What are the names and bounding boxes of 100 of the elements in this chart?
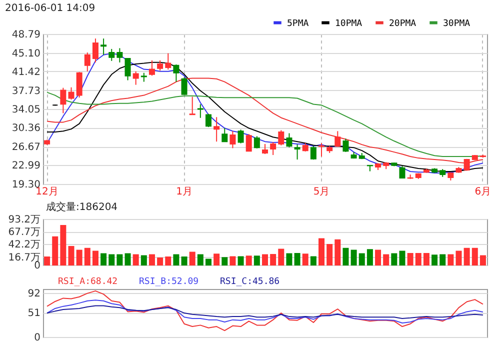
bar (286, 253, 292, 266)
candlestick (214, 116, 220, 142)
candlestick (238, 129, 244, 144)
candlestick (92, 38, 98, 63)
y-tick-label: 42.2万 (8, 240, 40, 251)
bar (181, 256, 188, 266)
bar (262, 254, 268, 266)
bar (472, 248, 478, 266)
legend-label: 5PMA (287, 18, 310, 29)
candlestick (230, 130, 236, 149)
candlestick (205, 113, 212, 128)
candlestick (68, 86, 74, 100)
bar (197, 254, 204, 266)
bar (108, 254, 115, 266)
bar (302, 254, 308, 266)
bar (270, 254, 276, 266)
bar (375, 250, 382, 266)
legend-label: 20PMA (389, 18, 417, 29)
candlestick (84, 52, 90, 72)
bar (464, 248, 470, 266)
bar (124, 253, 131, 266)
x-tick-label: 5月 (313, 186, 330, 198)
bar (415, 252, 422, 266)
bar (238, 256, 244, 266)
line-series (46, 78, 484, 164)
bar (448, 254, 454, 266)
candlestick (286, 132, 292, 148)
bar (52, 236, 58, 266)
candlestick (100, 38, 107, 56)
bar (214, 254, 220, 266)
bar (456, 250, 462, 266)
y-tick-label: 93.2万 (8, 214, 40, 226)
bar (132, 254, 139, 266)
line-series (46, 305, 484, 319)
legend-label: 10PMA (335, 18, 363, 29)
text: RSI_B:52.09 (139, 276, 199, 287)
bar (140, 255, 147, 266)
legend-label: 30PMA (443, 18, 471, 29)
bar (92, 250, 98, 266)
bar (366, 249, 373, 266)
bar (358, 253, 365, 266)
bar (294, 253, 300, 266)
chart-title: 2016-06-01 14:09 (5, 3, 96, 14)
bar (44, 256, 50, 266)
y-tick-label: 37.73 (12, 86, 40, 97)
candlestick (197, 104, 204, 118)
y-tick-label: 41.42 (12, 66, 40, 78)
candlestick (60, 87, 66, 114)
candlestick (270, 142, 276, 156)
bar (480, 255, 486, 266)
bar (423, 252, 430, 266)
x-tick-label: 6月 (474, 186, 492, 198)
bar (246, 256, 252, 266)
bar (383, 254, 390, 266)
chart-title: 成交量:186204 (46, 201, 118, 213)
candlestick (189, 96, 196, 116)
bar (334, 239, 341, 266)
text: RSI_C:45.86 (220, 276, 280, 287)
bar (440, 254, 446, 266)
bar (391, 253, 398, 266)
bar (399, 250, 406, 266)
candlestick (181, 76, 188, 95)
y-tick-label: 45.10 (12, 48, 40, 60)
bar (173, 254, 180, 266)
bar (432, 254, 438, 266)
bar (205, 258, 212, 266)
candlestick (399, 166, 406, 179)
series-label: RSI_A:68.42 (58, 276, 118, 287)
bar (326, 244, 333, 266)
y-tick-label: 26.67 (12, 142, 40, 154)
candlestick (294, 144, 300, 160)
bar (189, 252, 196, 266)
candlestick (108, 48, 115, 62)
candlestick (334, 130, 341, 148)
candlestick (132, 70, 139, 86)
candlestick (246, 134, 252, 152)
candlestick (148, 60, 155, 76)
bar (222, 257, 228, 266)
candlestick (318, 142, 325, 158)
y-tick-label: 30.36 (12, 123, 40, 134)
candlestick (157, 60, 164, 72)
bar (350, 250, 357, 266)
bar (318, 238, 325, 266)
candlestick (165, 52, 172, 70)
y-tick-label: 92 (28, 288, 40, 300)
bar (148, 254, 155, 266)
y-tick-label: 22.99 (12, 160, 40, 172)
line-series (46, 290, 484, 332)
candlestick (173, 64, 180, 82)
candlestick (124, 58, 131, 81)
y-tick-label: 0 (34, 332, 40, 344)
bar (407, 252, 414, 266)
candlestick (254, 136, 260, 149)
candlestick (222, 128, 228, 142)
x-tick-label: 1月 (176, 186, 192, 198)
bar (76, 250, 82, 266)
bar (84, 248, 90, 266)
x-tick-label: 12月 (36, 186, 58, 198)
y-tick-label: 16.7万 (8, 252, 40, 264)
candlestick (116, 48, 123, 63)
